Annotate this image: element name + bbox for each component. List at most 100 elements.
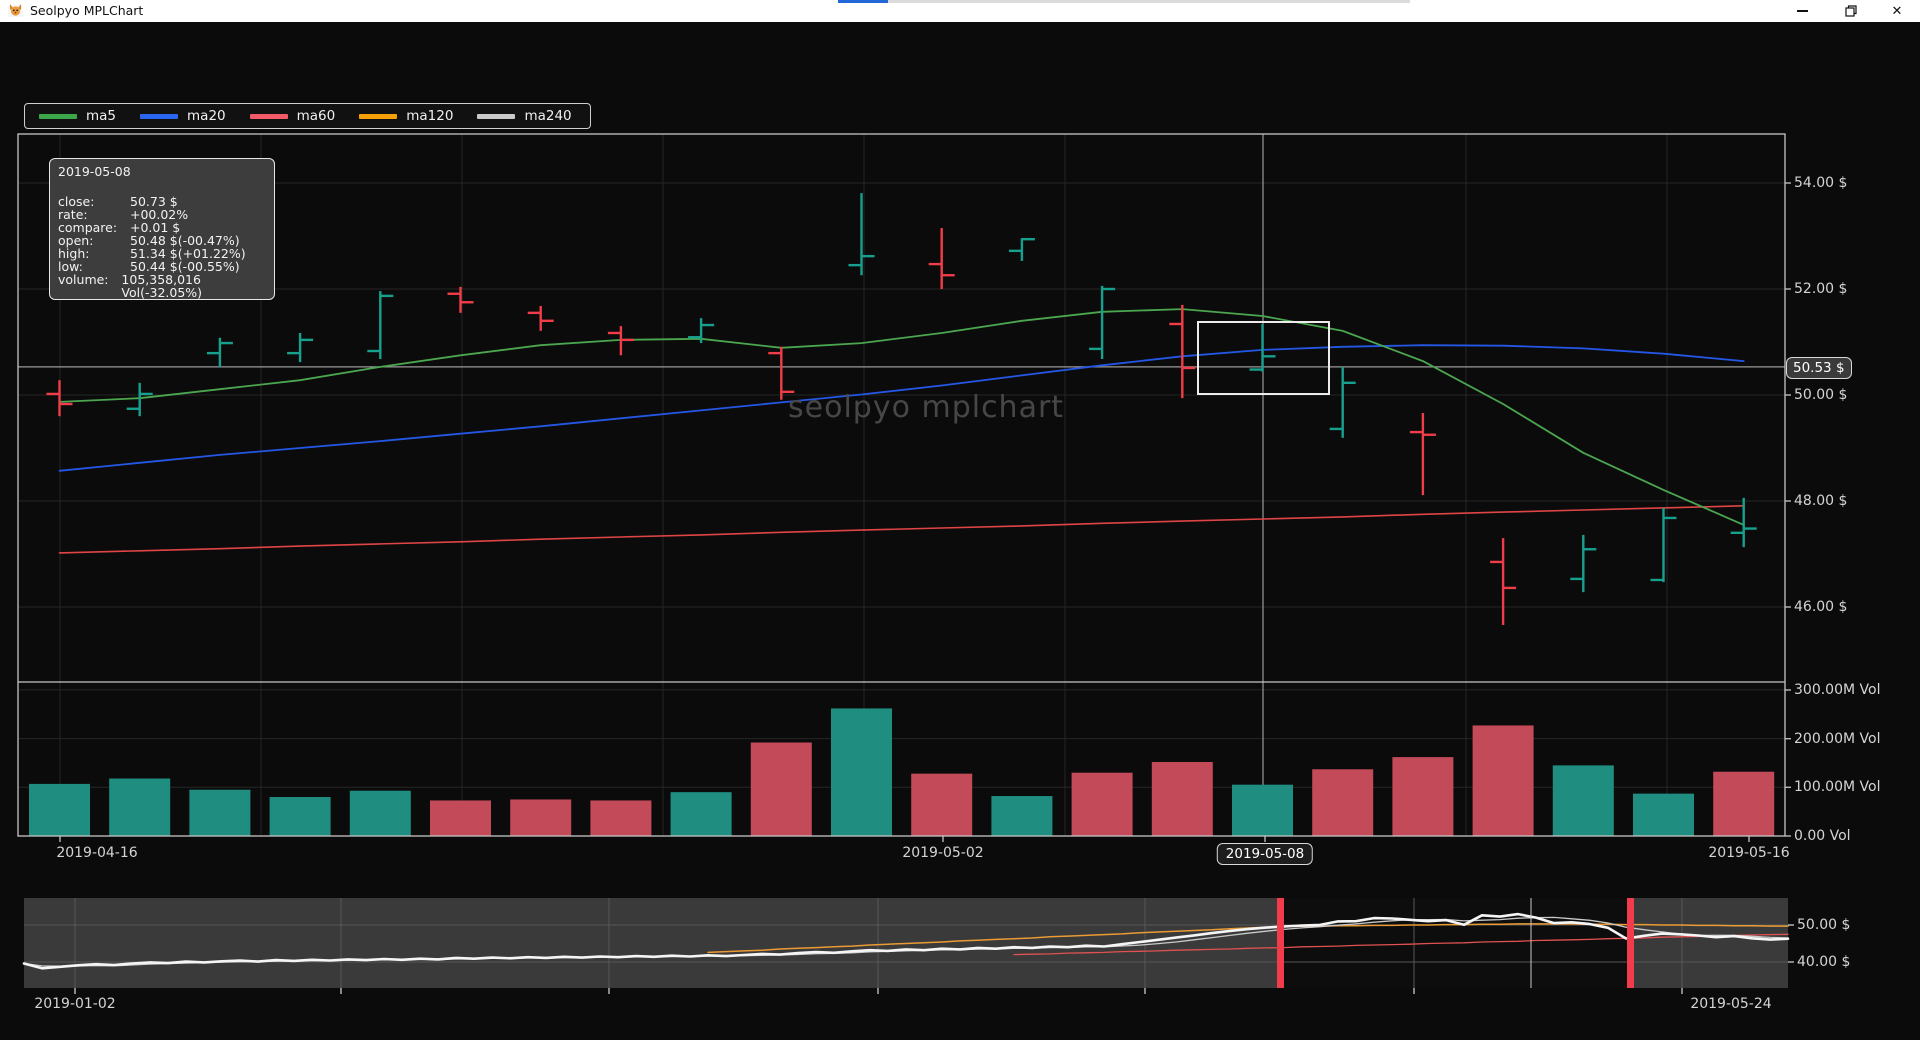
ma60-line — [58, 504, 1745, 554]
legend-item-ma240[interactable]: ma240 — [467, 104, 585, 128]
crosshair-date-badge: 2019-05-08 — [1216, 843, 1314, 865]
ohlc-bar-2019-04-16[interactable] — [46, 380, 73, 417]
ohlc-bar-2019-05-08[interactable] — [1249, 323, 1276, 372]
ohlc-bar-2019-05-15[interactable] — [1650, 507, 1677, 583]
candles — [46, 193, 1757, 626]
volume-bar-2019-05-09[interactable] — [1312, 769, 1374, 836]
app-icon — [8, 4, 23, 17]
ma20-swatch — [140, 113, 179, 119]
candle-selection-box — [1197, 321, 1330, 395]
ohlc-bar-2019-05-10[interactable] — [1409, 413, 1436, 496]
nav-x-tick-2019-05-24: 2019-05-24 — [1690, 996, 1772, 1012]
volume-bars — [29, 708, 1775, 836]
volume-bar-2019-04-16[interactable] — [29, 783, 90, 836]
volume-bar-2019-05-02[interactable] — [911, 773, 973, 836]
ohlc-bar-2019-04-18[interactable] — [206, 337, 233, 367]
navigator[interactable] — [22, 898, 1794, 994]
ohlc-bar-2019-04-23[interactable] — [367, 291, 394, 359]
volume-tick-300m: 300.00M Vol — [1794, 682, 1881, 698]
legend-label: ma20 — [187, 108, 226, 124]
volume-bar-2019-04-29[interactable] — [670, 792, 732, 836]
ohlc-bar-2019-05-03[interactable] — [1008, 237, 1035, 261]
restore-button[interactable] — [1828, 0, 1874, 22]
x-tick-2019-04-16: 2019-04-16 — [56, 845, 138, 861]
volume-bar-2019-04-25[interactable] — [510, 799, 572, 836]
ohlc-bar-2019-04-24[interactable] — [447, 286, 474, 313]
legend-label: ma5 — [86, 108, 117, 124]
volume-bar-2019-05-07[interactable] — [1151, 761, 1213, 836]
close-icon: ✕ — [1891, 3, 1903, 19]
volume-bar-2019-04-23[interactable] — [349, 790, 411, 836]
close-button[interactable]: ✕ — [1874, 0, 1920, 22]
nav-price-tick-50: 50.00 $ — [1797, 917, 1851, 933]
volume-bar-2019-04-26[interactable] — [590, 800, 652, 836]
price-tick-52: 52.00 $ — [1794, 281, 1848, 297]
ohlc-bar-2019-05-14[interactable] — [1570, 534, 1597, 593]
volume-bar-2019-05-15[interactable] — [1633, 793, 1694, 836]
volume-bar-2019-04-24[interactable] — [430, 800, 491, 836]
tooltip-row-rate: rate: +00.02% — [58, 207, 189, 222]
ma5-line — [58, 308, 1745, 526]
volume-bar-2019-05-13[interactable] — [1472, 725, 1534, 836]
volume-bar-2019-05-08[interactable] — [1232, 784, 1293, 836]
ma240-swatch — [477, 113, 516, 119]
chart-frame — [17, 133, 1791, 842]
legend-item-ma5[interactable]: ma5 — [29, 104, 130, 128]
ohlc-bar-2019-05-02[interactable] — [928, 228, 955, 289]
legend-item-ma60[interactable]: ma60 — [240, 104, 350, 128]
volume-bar-2019-05-06[interactable] — [1071, 772, 1133, 836]
tooltip-row-compare: compare: +0.01 $ — [58, 220, 181, 235]
tooltip-row-low: low: 50.44 $(-00.55%) — [58, 259, 240, 274]
minimize-button[interactable] — [1779, 0, 1825, 22]
x-tick-2019-05-02: 2019-05-02 — [902, 845, 984, 861]
tooltip-row-high: high: 51.34 $(+01.22%) — [58, 246, 246, 261]
tooltip-row-close: close: 50.73 $ — [58, 194, 178, 209]
volume-bar-2019-04-17[interactable] — [109, 778, 171, 836]
ohlc-bar-2019-05-07[interactable] — [1169, 304, 1196, 399]
ohlc-bar-2019-05-16[interactable] — [1730, 497, 1757, 548]
ma60-swatch — [249, 113, 288, 119]
nav-handle-right[interactable] — [1627, 898, 1634, 988]
tooltip-row-open: open: 50.48 $(-00.47%) — [58, 233, 240, 248]
legend-item-ma20[interactable]: ma20 — [130, 104, 240, 128]
volume-bar-2019-04-22[interactable] — [269, 797, 331, 836]
ohlc-bar-2019-05-13[interactable] — [1490, 538, 1517, 626]
nav-x-tick-2019-01-02: 2019-01-02 — [34, 996, 116, 1012]
volume-bar-2019-05-01[interactable] — [831, 708, 892, 836]
ohlc-bar-2019-04-25[interactable] — [527, 305, 554, 331]
price-tick-46: 46.00 $ — [1794, 599, 1848, 615]
current-price-badge: 50.53 $ — [1786, 357, 1852, 379]
ohlc-bar-2019-05-01[interactable] — [848, 193, 875, 276]
ohlc-bar-2019-04-30[interactable] — [768, 346, 795, 400]
ohlc-bar-2019-04-29[interactable] — [688, 318, 715, 344]
volume-bar-2019-04-18[interactable] — [189, 789, 251, 836]
ohlc-bar-2019-04-26[interactable] — [607, 326, 634, 356]
nav-close-line — [22, 912, 1790, 970]
ohlc-bar-2019-04-17[interactable] — [126, 382, 153, 417]
ohlc-tooltip: 2019-05-08 close: 50.73 $ rate: +00.02% co… — [49, 158, 275, 300]
tooltip-date: 2019-05-08 — [58, 164, 131, 179]
ma20-line — [58, 344, 1745, 472]
top-accent-blue — [838, 0, 888, 3]
ohlc-bar-2019-05-09[interactable] — [1329, 366, 1356, 438]
legend-item-ma120[interactable]: ma120 — [349, 104, 467, 128]
volume-bar-2019-04-30[interactable] — [750, 742, 812, 836]
ohlc-bar-2019-05-06[interactable] — [1089, 285, 1116, 359]
restore-icon — [1845, 5, 1857, 17]
ohlc-bar-2019-04-22[interactable] — [287, 332, 314, 363]
legend-label: ma60 — [296, 108, 336, 124]
legend-label: ma240 — [524, 108, 572, 124]
grid — [18, 134, 1785, 836]
volume-bar-2019-05-14[interactable] — [1552, 765, 1614, 836]
volume-bar-2019-05-03[interactable] — [991, 796, 1053, 836]
volume-tick-200m: 200.00M Vol — [1794, 731, 1881, 747]
nav-price-tick-40: 40.00 $ — [1797, 954, 1851, 970]
window-title: Seolpyo MPLChart — [30, 3, 144, 18]
nav-handle-left[interactable] — [1277, 898, 1284, 988]
legend-label: ma120 — [406, 108, 454, 124]
volume-bar-2019-05-10[interactable] — [1392, 757, 1454, 836]
price-tick-54: 54.00 $ — [1794, 175, 1848, 191]
nav-ma60-line — [1013, 933, 1789, 956]
volume-bar-2019-05-16[interactable] — [1713, 771, 1775, 836]
